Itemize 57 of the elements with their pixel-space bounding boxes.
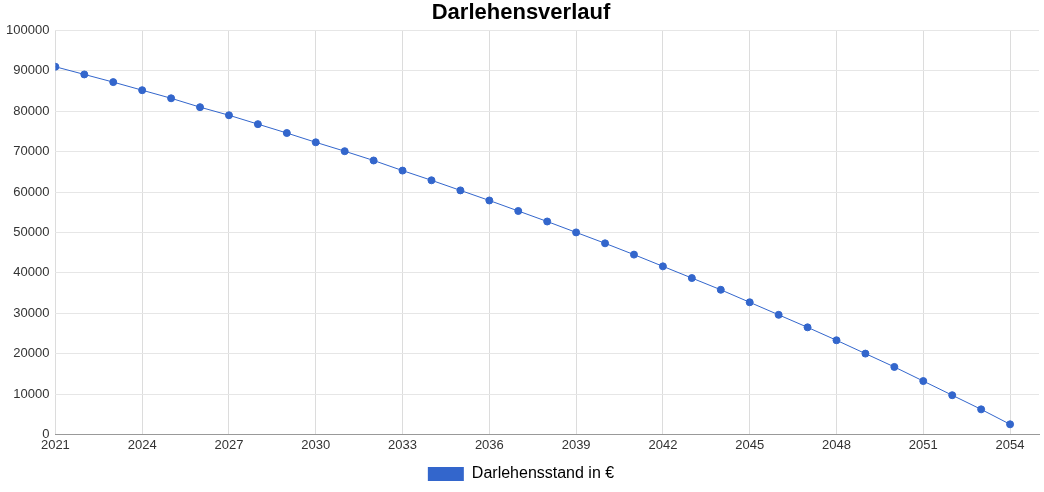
point bbox=[1006, 420, 1015, 429]
point bbox=[890, 362, 899, 371]
point bbox=[514, 206, 523, 215]
y-tick-label: 80000 bbox=[13, 102, 50, 118]
y-tick-label: 70000 bbox=[13, 143, 50, 159]
x-tick-label: 2027 bbox=[214, 436, 244, 452]
x-tick-label: 2039 bbox=[561, 436, 591, 452]
y-tick-label: 20000 bbox=[13, 345, 50, 361]
point bbox=[109, 78, 118, 87]
point bbox=[658, 262, 667, 271]
point bbox=[196, 103, 205, 112]
y-tick-label: 0 bbox=[42, 425, 50, 441]
point bbox=[138, 86, 147, 95]
point bbox=[543, 217, 552, 226]
point bbox=[803, 323, 812, 332]
point bbox=[745, 298, 754, 307]
y-tick-label: 100000 bbox=[5, 21, 50, 37]
x-tick-label: 2042 bbox=[648, 436, 678, 452]
point bbox=[369, 156, 378, 165]
point bbox=[456, 186, 465, 195]
y-tick-label: 40000 bbox=[13, 264, 50, 280]
chart-title: Darlehensverlauf bbox=[431, 0, 611, 25]
point bbox=[977, 405, 986, 414]
point bbox=[572, 228, 581, 237]
point bbox=[398, 166, 407, 175]
x-tick-label: 2024 bbox=[127, 436, 157, 452]
y-tick-label: 50000 bbox=[13, 223, 50, 239]
point bbox=[629, 250, 638, 259]
x-tick-label: 2045 bbox=[735, 436, 765, 452]
x-tick-label: 2048 bbox=[822, 436, 851, 452]
point bbox=[427, 176, 436, 185]
point bbox=[282, 129, 291, 138]
point bbox=[253, 120, 262, 129]
point bbox=[832, 336, 841, 345]
point bbox=[948, 391, 957, 400]
legend-label: Darlehensstand in € bbox=[471, 464, 615, 482]
point bbox=[601, 239, 610, 248]
y-tick-label: 30000 bbox=[13, 304, 50, 320]
point bbox=[687, 274, 696, 283]
y-tick-label: 60000 bbox=[13, 183, 50, 199]
point bbox=[340, 147, 349, 156]
y-tick-label: 90000 bbox=[13, 62, 50, 78]
point bbox=[774, 310, 783, 319]
x-tick-label: 2054 bbox=[995, 436, 1025, 452]
y-tick-label: 10000 bbox=[13, 385, 50, 401]
point bbox=[919, 377, 928, 386]
point bbox=[224, 111, 233, 120]
x-tick-label: 2051 bbox=[908, 436, 938, 452]
point bbox=[861, 349, 870, 358]
point bbox=[311, 138, 320, 147]
point bbox=[716, 285, 725, 294]
point bbox=[167, 94, 176, 103]
x-tick-label: 2030 bbox=[301, 436, 331, 452]
x-tick-label: 2036 bbox=[474, 436, 504, 452]
x-tick-label: 2033 bbox=[388, 436, 417, 452]
point bbox=[80, 70, 89, 79]
point bbox=[485, 196, 494, 205]
